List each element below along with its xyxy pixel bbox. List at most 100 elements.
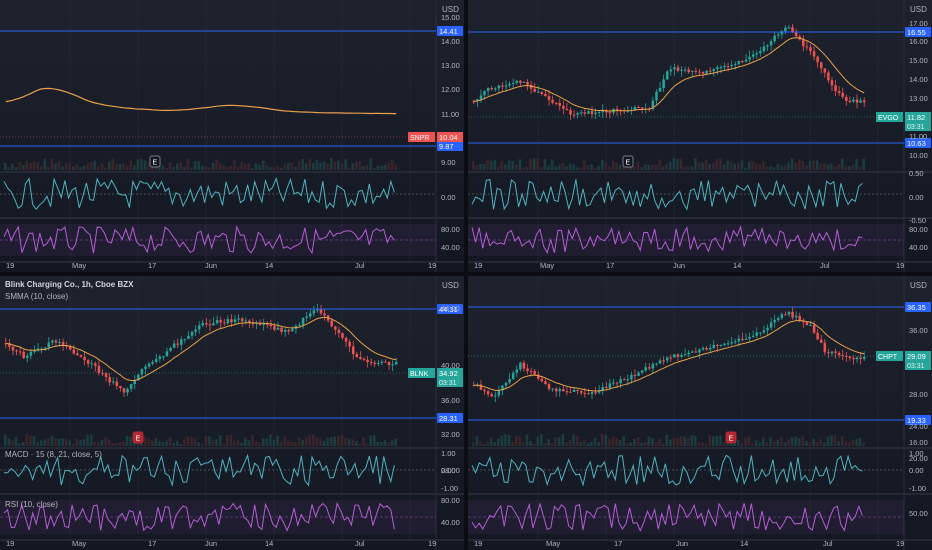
volume-bar (304, 437, 308, 446)
macd-legend[interactable]: MACD · 15 (8, 21, close, 5) (5, 450, 102, 459)
volume-bar (147, 438, 150, 446)
volume-bar (529, 440, 532, 446)
volume-bar (326, 437, 329, 446)
candle-body (558, 389, 562, 392)
ticker-symbol-badge[interactable] (876, 351, 903, 361)
candle-body (187, 335, 190, 339)
rsi-legend[interactable]: RSI (10, close) (5, 500, 58, 509)
volume-bar (665, 434, 668, 446)
volume-bar (175, 441, 179, 446)
candle-body (86, 360, 90, 364)
price-axis-tick: 11.00 (441, 110, 459, 119)
volume-bar (358, 443, 362, 446)
volume-bar (272, 439, 276, 446)
volume-bar (21, 442, 25, 446)
candle-body (126, 388, 129, 393)
chart-canvas[interactable]: 36.3519.3336.0032.0028.0024.0020.0016.00… (468, 276, 932, 550)
ticker-symbol-badge[interactable] (876, 112, 903, 122)
candle-body (248, 320, 251, 323)
macd-axis-tick: 1.00 (441, 449, 456, 458)
ticker-symbol-badge[interactable] (408, 132, 435, 142)
earnings-marker-icon[interactable] (149, 155, 161, 168)
earnings-marker-icon[interactable] (725, 431, 737, 444)
pane-divider-horizontal[interactable] (0, 272, 932, 276)
candle-body (380, 361, 384, 363)
price-axis-tick: 10.00 (909, 151, 928, 160)
volume-bar (572, 164, 575, 170)
volume-bar (21, 165, 25, 170)
volume-bar (79, 440, 82, 446)
chart-pane-evgo[interactable]: 16.5510.6317.0016.0015.0014.0013.0012.00… (468, 0, 932, 272)
earnings-marker-icon[interactable] (132, 431, 144, 444)
volume-bar (744, 437, 747, 446)
volume-bar (322, 440, 326, 446)
candle-body (244, 320, 248, 322)
volume-bar (243, 437, 247, 446)
volume-bar (586, 443, 590, 446)
candle-body (97, 365, 101, 374)
candle-body (683, 69, 687, 71)
level-price-text: 28.31 (439, 414, 458, 423)
candle-body (490, 394, 493, 397)
volume-bar (536, 158, 540, 170)
level-price-text: 44.31 (439, 305, 458, 314)
chart-pane-blnk[interactable]: 44.31 28.31 44.00 40.00 36.00 32.00 28.00 BLNK 3… (0, 276, 464, 550)
time-axis-tick: 19 (896, 261, 904, 270)
volume-bar (797, 159, 801, 170)
volume-bar (751, 161, 754, 170)
volume-bar (765, 166, 769, 170)
chart-canvas[interactable]: 44.31 28.31 44.00 40.00 36.00 32.00 28.00 BLNK 3… (0, 276, 464, 550)
volume-bar (823, 442, 826, 446)
volume-bar (830, 434, 833, 446)
volume-bar (493, 159, 497, 170)
volume-bar (319, 439, 322, 446)
volume-bar (794, 162, 797, 170)
earnings-marker-icon[interactable] (622, 155, 634, 168)
candle-body (773, 35, 776, 42)
price-axis-tick: 20.00 (909, 454, 928, 463)
candle-body (809, 324, 812, 326)
price-axis-tick: 12.00 (441, 85, 460, 94)
candle-body (787, 311, 791, 315)
candle-body (852, 99, 855, 102)
volume-bar (787, 162, 790, 170)
volume-bar (758, 164, 762, 170)
symbol-legend-title[interactable]: Blink Charging Co., 1h, Cboe BZX (5, 280, 134, 289)
candle-body (11, 346, 15, 351)
volume-bar (308, 159, 312, 170)
ticker-symbol-badge[interactable] (408, 368, 435, 378)
volume-bar (240, 161, 243, 170)
volume-bar (226, 167, 229, 170)
candle-body (269, 324, 273, 327)
candle-body (694, 351, 698, 353)
chart-canvas[interactable]: 16.5510.6317.0016.0015.0014.0013.0012.00… (468, 0, 932, 272)
volume-bar (840, 436, 844, 446)
volume-bar (643, 442, 647, 446)
volume-bar (25, 434, 29, 446)
candle-body (601, 110, 604, 112)
volume-bar (168, 437, 172, 446)
candle-body (590, 392, 594, 395)
chart-pane-chpt[interactable]: 36.3519.3336.0032.0028.0024.0020.0016.00… (468, 276, 932, 550)
smma-legend[interactable]: SMMA (10, close) (5, 292, 69, 301)
volume-bar (333, 161, 337, 170)
volume-bar (7, 166, 11, 170)
candle-body (515, 80, 519, 83)
volume-bar (11, 163, 14, 170)
volume-bar (322, 161, 326, 170)
candle-body (737, 338, 741, 342)
volume-bar (697, 441, 701, 446)
volume-bar (233, 440, 236, 446)
candle-body (848, 100, 852, 102)
candle-body (855, 99, 859, 103)
ticker-symbol: SNPR (410, 135, 429, 142)
chart-canvas[interactable]: 14.419.8715.0014.0013.0012.0011.0010.009… (0, 0, 464, 272)
volume-bar (340, 162, 344, 170)
chart-pane-snpr[interactable]: 14.419.8715.0014.0013.0012.0011.0010.009… (0, 0, 464, 272)
time-axis-tick: 19 (6, 261, 14, 270)
candle-body (115, 381, 119, 386)
volume-bar (201, 165, 204, 170)
last-price-badge (437, 132, 463, 142)
rsi-line (471, 225, 863, 255)
volume-bar (751, 443, 754, 446)
